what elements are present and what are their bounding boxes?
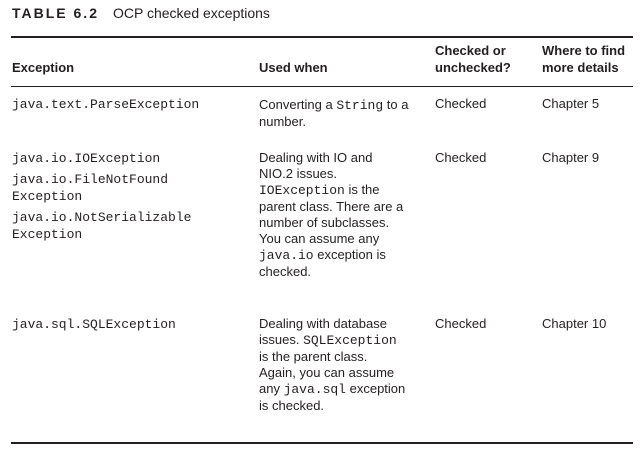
table-row-1-exceptions: java.text.ParseException	[12, 96, 250, 113]
header-rule	[11, 86, 633, 87]
header-details: Where to find more details	[542, 42, 642, 76]
header-checked: Checked or unchecked?	[435, 42, 535, 76]
table-row-1-used-when: Converting a String to a number.	[259, 97, 409, 129]
table-row-2-used-when: Dealing with IO and NIO.2 issues. IOExce…	[259, 150, 404, 279]
exception-name: java.sql.SQLException	[12, 317, 176, 332]
table-row-3-checked: Checked	[435, 316, 487, 331]
table-row-3-details: Chapter 10	[542, 316, 607, 331]
header-used-when: Used when	[259, 60, 328, 75]
exception-name: java.io.IOException	[12, 151, 161, 166]
exception-name: java.io.NotSerializable Exception	[12, 210, 192, 242]
table-row-1-checked: Checked	[435, 96, 487, 111]
header-exception: Exception	[12, 60, 75, 75]
table-caption: TABLE 6.2 OCP checked exceptions	[12, 5, 270, 23]
exception-name: java.text.ParseException	[12, 97, 200, 112]
table-row-2-exceptions: java.io.IOException java.io.FileNotFound…	[12, 150, 250, 243]
table-row-2-checked: Checked	[435, 150, 487, 165]
table-row-3-used-when: Dealing with database issues. SQLExcepti…	[259, 316, 406, 413]
top-rule	[11, 36, 633, 38]
exception-name: java.io.FileNotFound Exception	[12, 172, 169, 204]
table-row-2-details: Chapter 9	[542, 150, 600, 165]
table-number: TABLE 6.2	[12, 5, 99, 21]
header-details-line1: Where to find	[542, 43, 626, 58]
bottom-rule	[11, 442, 633, 444]
table-row-1-details: Chapter 5	[542, 96, 600, 111]
table-row-3-exceptions: java.sql.SQLException	[12, 316, 250, 333]
table-title: OCP checked exceptions	[112, 5, 270, 21]
header-details-line2: more details	[542, 60, 619, 75]
header-checked-line2: unchecked?	[435, 60, 511, 75]
header-checked-line1: Checked or	[435, 43, 506, 58]
